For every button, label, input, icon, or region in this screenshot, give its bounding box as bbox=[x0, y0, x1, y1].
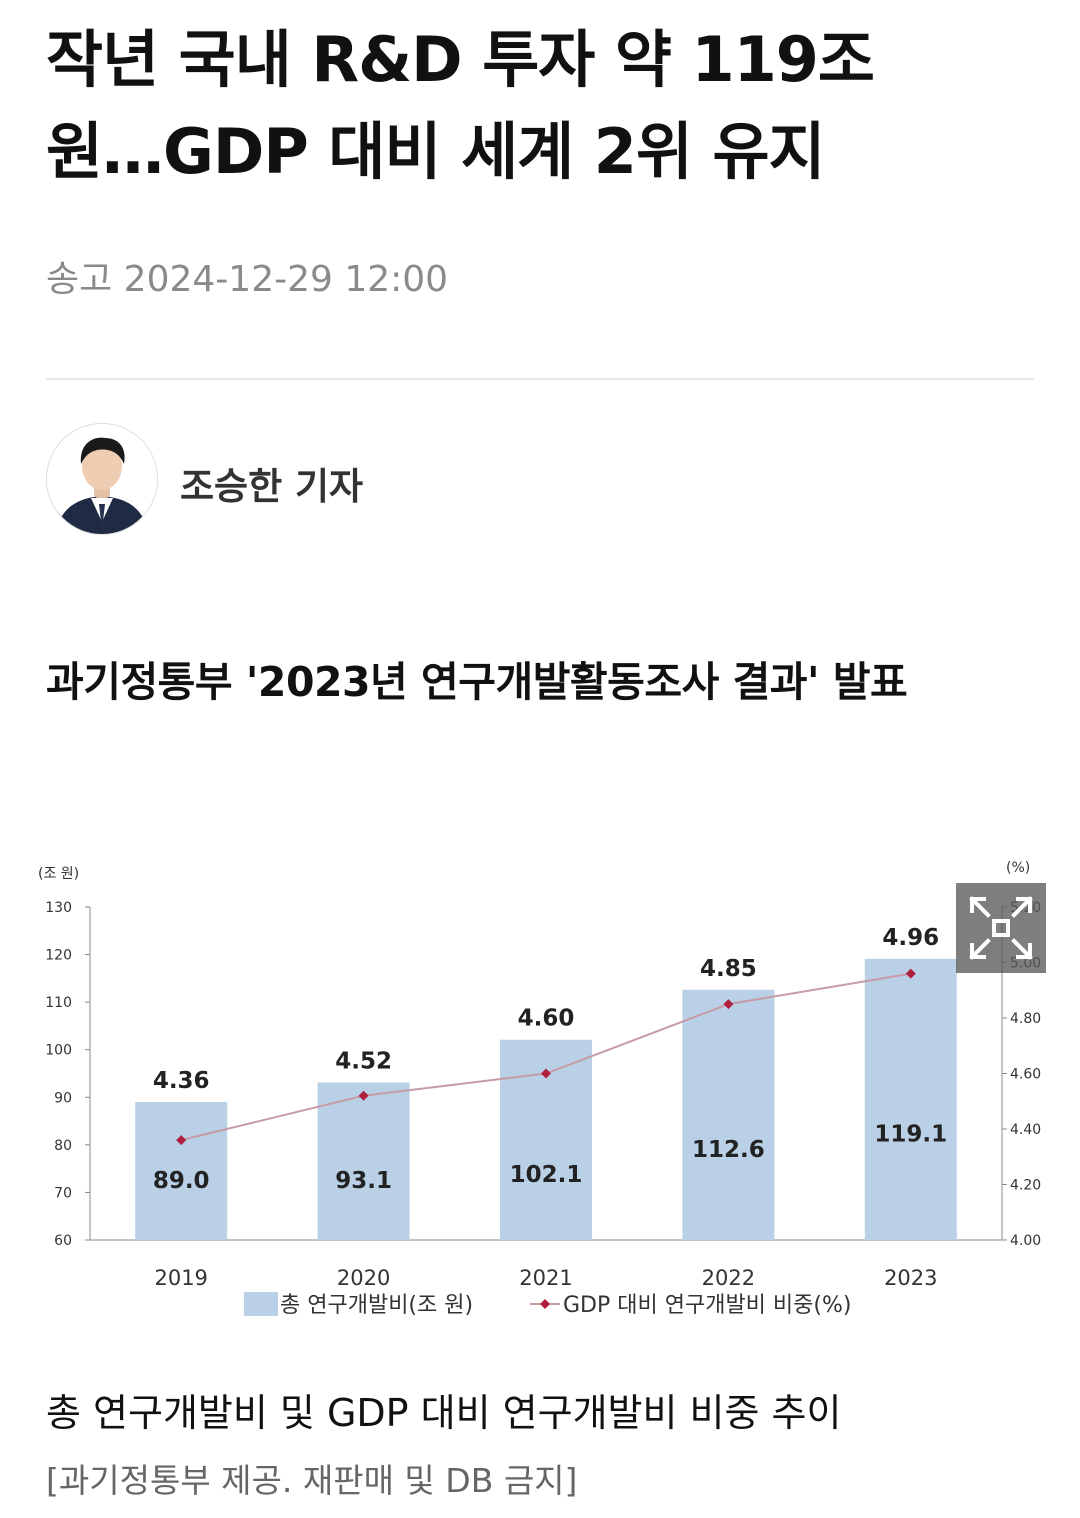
right-axis-tick-label: 4.60 bbox=[1010, 1067, 1041, 1083]
right-axis-tick-label: 4.00 bbox=[1010, 1233, 1041, 1249]
divider bbox=[46, 378, 1034, 380]
bar-2022 bbox=[682, 989, 775, 1240]
x-axis-tick-label: 2019 bbox=[154, 1266, 207, 1290]
bar-2019 bbox=[135, 1102, 228, 1240]
left-axis-tick-label: 110 bbox=[45, 995, 72, 1011]
author-avatar[interactable] bbox=[46, 423, 158, 535]
gdp-ratio-label: 4.85 bbox=[700, 956, 757, 982]
bar-value-label: 112.6 bbox=[692, 1137, 765, 1163]
x-axis-tick-label: 2021 bbox=[519, 1266, 572, 1290]
expand-icon bbox=[969, 896, 1033, 960]
publish-time: 송고 2024-12-29 12:00 bbox=[46, 259, 449, 300]
gdp-ratio-label: 4.52 bbox=[335, 1049, 392, 1075]
legend-line-marker bbox=[540, 1299, 550, 1309]
article-title-line-2: 원…GDP 대비 세계 2위 유지 bbox=[46, 115, 826, 188]
bar-value-label: 119.1 bbox=[874, 1121, 947, 1147]
bar-value-label: 89.0 bbox=[153, 1168, 210, 1194]
chart-figure: 60 70 80 90 100 110 120 130 (조 원) 4.00 4.20 4.40 4.6… bbox=[30, 850, 1050, 1340]
reporter-portrait-icon bbox=[47, 424, 157, 534]
legend-bar-label: 총 연구개발비(조 원) bbox=[280, 1293, 473, 1318]
gdp-ratio-label: 4.60 bbox=[518, 1006, 575, 1032]
gdp-ratio-point bbox=[358, 1090, 369, 1101]
right-axis-tick-label: 4.20 bbox=[1010, 1178, 1041, 1194]
article-subheading: 과기정통부 '2023년 연구개발활동조사 결과' 발표 bbox=[46, 658, 908, 706]
legend-bar-swatch bbox=[244, 1292, 278, 1316]
author-name[interactable]: 조승한 기자 bbox=[180, 465, 364, 508]
left-axis-unit: (조 원) bbox=[38, 866, 79, 882]
gdp-ratio-label: 4.96 bbox=[882, 925, 939, 951]
right-axis-tick-label: 4.80 bbox=[1010, 1011, 1041, 1027]
expand-image-button[interactable] bbox=[956, 883, 1046, 973]
left-axis-tick-label: 70 bbox=[54, 1185, 72, 1201]
bar-2020 bbox=[317, 1082, 410, 1240]
left-axis-tick-label: 100 bbox=[45, 1043, 72, 1059]
bar-2023 bbox=[864, 958, 957, 1240]
left-axis-tick-label: 60 bbox=[54, 1233, 72, 1249]
x-axis-tick-label: 2022 bbox=[702, 1266, 755, 1290]
image-caption: 총 연구개발비 및 GDP 대비 연구개발비 비중 추이 bbox=[46, 1391, 842, 1435]
gdp-ratio-point bbox=[723, 999, 734, 1010]
gdp-ratio-point bbox=[176, 1135, 187, 1146]
left-axis-tick-label: 90 bbox=[54, 1090, 72, 1106]
gdp-ratio-label: 4.36 bbox=[153, 1068, 210, 1094]
gdp-ratio-point bbox=[541, 1068, 551, 1079]
legend-line-label: GDP 대비 연구개발비 비중(%) bbox=[563, 1293, 851, 1318]
left-axis-tick-label: 130 bbox=[45, 900, 72, 916]
x-axis-tick-label: 2020 bbox=[337, 1266, 390, 1290]
article-title-line-1: 작년 국내 R&D 투자 약 119조 bbox=[46, 23, 875, 96]
left-axis-tick-label: 120 bbox=[45, 948, 72, 964]
rd-investment-chart: 60 70 80 90 100 110 120 130 (조 원) 4.00 4.20 4.40 4.6… bbox=[38, 860, 1041, 1318]
bar-value-label: 93.1 bbox=[335, 1168, 392, 1194]
image-credit: [과기정통부 제공. 재판매 및 DB 금지] bbox=[46, 1461, 578, 1500]
bar-value-label: 102.1 bbox=[510, 1162, 583, 1188]
gdp-ratio-point bbox=[905, 968, 916, 979]
x-axis-tick-label: 2023 bbox=[884, 1266, 937, 1290]
right-axis-unit: (%) bbox=[1006, 860, 1030, 876]
left-axis-tick-label: 80 bbox=[54, 1138, 72, 1154]
article-title: 작년 국내 R&D 투자 약 119조 원…GDP 대비 세계 2위 유지 bbox=[46, 14, 1036, 198]
right-axis-tick-label: 4.40 bbox=[1010, 1122, 1041, 1138]
